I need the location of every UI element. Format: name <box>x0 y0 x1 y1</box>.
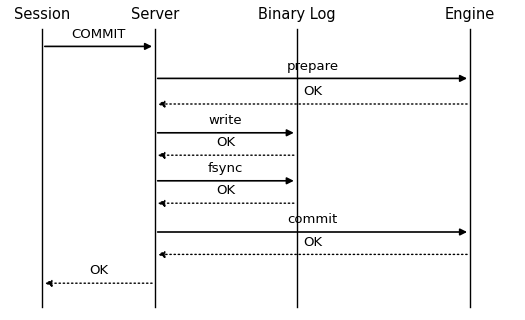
Text: prepare: prepare <box>286 60 339 73</box>
Text: Session: Session <box>14 7 70 22</box>
Text: commit: commit <box>287 213 338 226</box>
Text: fsync: fsync <box>208 162 244 175</box>
Text: COMMIT: COMMIT <box>71 28 125 41</box>
Text: OK: OK <box>89 264 108 277</box>
Text: OK: OK <box>303 85 322 98</box>
Text: Server: Server <box>131 7 179 22</box>
Text: OK: OK <box>303 236 322 249</box>
Text: OK: OK <box>216 136 235 149</box>
Text: Engine: Engine <box>445 7 495 22</box>
Text: write: write <box>209 114 243 127</box>
Text: OK: OK <box>216 184 235 197</box>
Text: Binary Log: Binary Log <box>258 7 335 22</box>
